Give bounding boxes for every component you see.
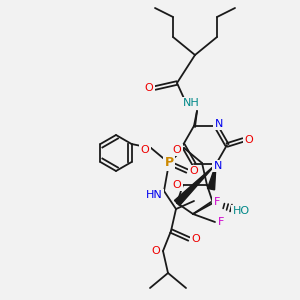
Text: O: O xyxy=(172,145,182,155)
Text: F: F xyxy=(218,217,224,227)
Text: F: F xyxy=(214,197,220,207)
Text: N: N xyxy=(215,119,223,129)
Text: O: O xyxy=(244,135,253,145)
Text: O: O xyxy=(190,166,198,176)
Text: O: O xyxy=(141,145,149,155)
Polygon shape xyxy=(208,164,216,190)
Text: O: O xyxy=(145,83,153,93)
Polygon shape xyxy=(175,164,216,206)
Text: O: O xyxy=(192,234,200,244)
Text: NH: NH xyxy=(183,98,200,108)
Text: N: N xyxy=(214,161,222,171)
Text: HN: HN xyxy=(146,190,162,200)
Text: O: O xyxy=(152,246,160,256)
Text: O: O xyxy=(172,180,182,190)
Text: HO: HO xyxy=(232,206,250,216)
Text: P: P xyxy=(164,157,174,169)
